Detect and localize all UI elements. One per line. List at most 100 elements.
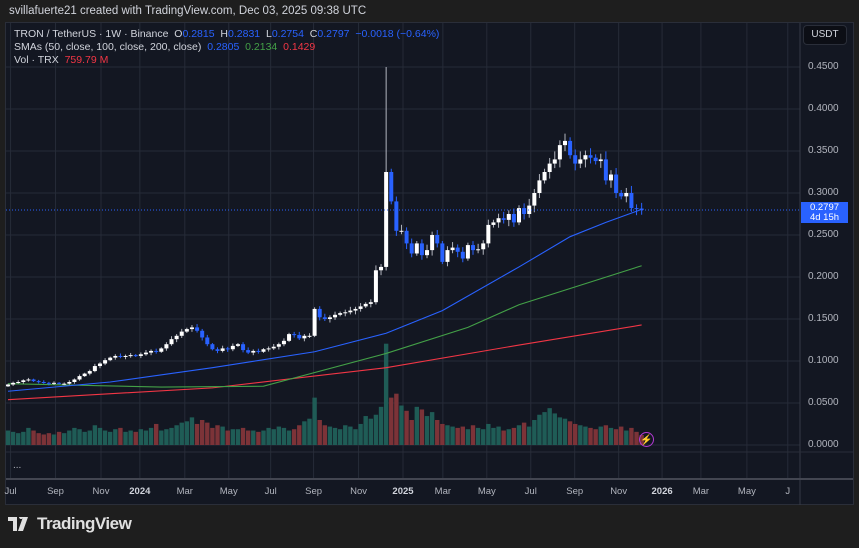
volume-bar	[634, 431, 639, 445]
volume-bar	[486, 423, 491, 445]
volume-bar	[230, 429, 236, 445]
candle-body	[11, 382, 16, 385]
lightning-icon[interactable]: ⚡	[639, 432, 654, 447]
bar-countdown: 4d 15h	[809, 212, 840, 223]
volume-bar	[414, 406, 419, 445]
price-tick-label: 0.1000	[808, 355, 839, 366]
volume-bar	[297, 425, 302, 445]
volume-bar	[72, 427, 77, 445]
candle-body	[77, 376, 82, 380]
candle-body	[67, 382, 72, 384]
candle-body	[532, 193, 537, 206]
open-label: O	[174, 28, 183, 40]
volume-label[interactable]: Vol · TRX	[14, 54, 59, 66]
candle-body	[149, 350, 154, 353]
time-tick-label: May	[477, 486, 496, 497]
volume-bar	[97, 427, 103, 445]
sma200-line	[7, 324, 642, 401]
candle-body	[614, 174, 619, 193]
candle-body	[256, 350, 261, 352]
high-label: H	[220, 28, 229, 40]
candle-body	[174, 335, 179, 340]
volume-bar	[399, 405, 404, 445]
price-tick-label: 0.4500	[808, 61, 839, 72]
candle-body	[537, 180, 542, 193]
candle-body	[159, 348, 164, 352]
volume-bar	[424, 416, 430, 445]
candle-body	[21, 380, 26, 382]
candle-body	[419, 243, 424, 256]
volume-bar	[108, 431, 113, 445]
candle-body	[169, 339, 174, 345]
candle-body	[501, 218, 506, 220]
volume-bar	[516, 425, 522, 445]
candle-body	[445, 250, 450, 262]
volume-bar	[245, 430, 251, 445]
volume-bar	[128, 430, 133, 445]
volume-bar	[240, 427, 246, 445]
candle-body	[353, 308, 358, 311]
sma100-line	[7, 265, 642, 388]
candle-body	[634, 208, 639, 210]
time-tick-label: Mar	[692, 486, 710, 497]
sma200-value: 0.1429	[283, 41, 316, 53]
candle-body	[384, 172, 389, 267]
volume-bar	[465, 429, 471, 445]
volume-bar	[235, 429, 241, 445]
volume-bar	[67, 430, 72, 445]
candle-body	[287, 334, 292, 341]
sma-label[interactable]: SMAs (50, close, 100, close, 200, close)	[14, 41, 202, 53]
volume-bar	[77, 429, 82, 445]
volume-bar	[619, 426, 624, 445]
candle-body	[506, 214, 511, 220]
price-tick-label: 0.0000	[808, 439, 839, 450]
symbol-title[interactable]: TRON / TetherUS · 1W · Binance	[14, 28, 169, 40]
volume-bar	[440, 423, 445, 445]
candle-body	[123, 355, 128, 357]
candle-body	[562, 140, 567, 146]
sma-legend: SMAs (50, close, 100, close, 200, close)…	[14, 41, 315, 53]
volume-bar	[46, 433, 52, 445]
volume-bar	[102, 430, 108, 445]
volume-bar	[613, 429, 619, 445]
candle-body	[379, 266, 384, 271]
volume-bar	[225, 430, 230, 445]
volume-bar	[123, 431, 128, 445]
candle-body	[527, 205, 532, 214]
candle-body	[476, 249, 481, 251]
candle-body	[108, 357, 113, 361]
candle-body	[608, 174, 613, 181]
candle-body	[57, 382, 62, 384]
volume-bar	[138, 429, 144, 445]
volume-bar	[82, 431, 87, 445]
candle-body	[271, 346, 276, 349]
volume-bar	[470, 425, 476, 445]
candle-body	[251, 350, 256, 353]
volume-bar	[256, 431, 261, 445]
volume-bar	[36, 433, 41, 445]
candle-body	[414, 243, 419, 254]
candle-body	[430, 235, 435, 251]
candle-body	[200, 330, 205, 338]
candle-body	[455, 247, 460, 252]
candle-body	[205, 337, 210, 345]
logo-text: TradingView	[37, 514, 132, 533]
candle-body	[511, 214, 516, 223]
volume-bar	[276, 426, 282, 445]
candle-body	[583, 155, 588, 160]
volume-bar	[174, 425, 179, 445]
pane-more-button[interactable]: ...	[13, 460, 22, 471]
chart-panel[interactable]	[5, 22, 854, 505]
low-label: L	[265, 28, 272, 40]
currency-button[interactable]: USDT	[803, 25, 847, 45]
volume-bar	[378, 406, 384, 445]
volume-bar	[307, 418, 312, 445]
volume-bar	[251, 430, 256, 445]
candle-body	[16, 382, 21, 383]
volume-bar	[56, 431, 62, 445]
candle-body	[542, 172, 547, 181]
candle-body	[460, 251, 465, 259]
volume-bar	[481, 429, 486, 445]
candle-body	[578, 159, 583, 164]
